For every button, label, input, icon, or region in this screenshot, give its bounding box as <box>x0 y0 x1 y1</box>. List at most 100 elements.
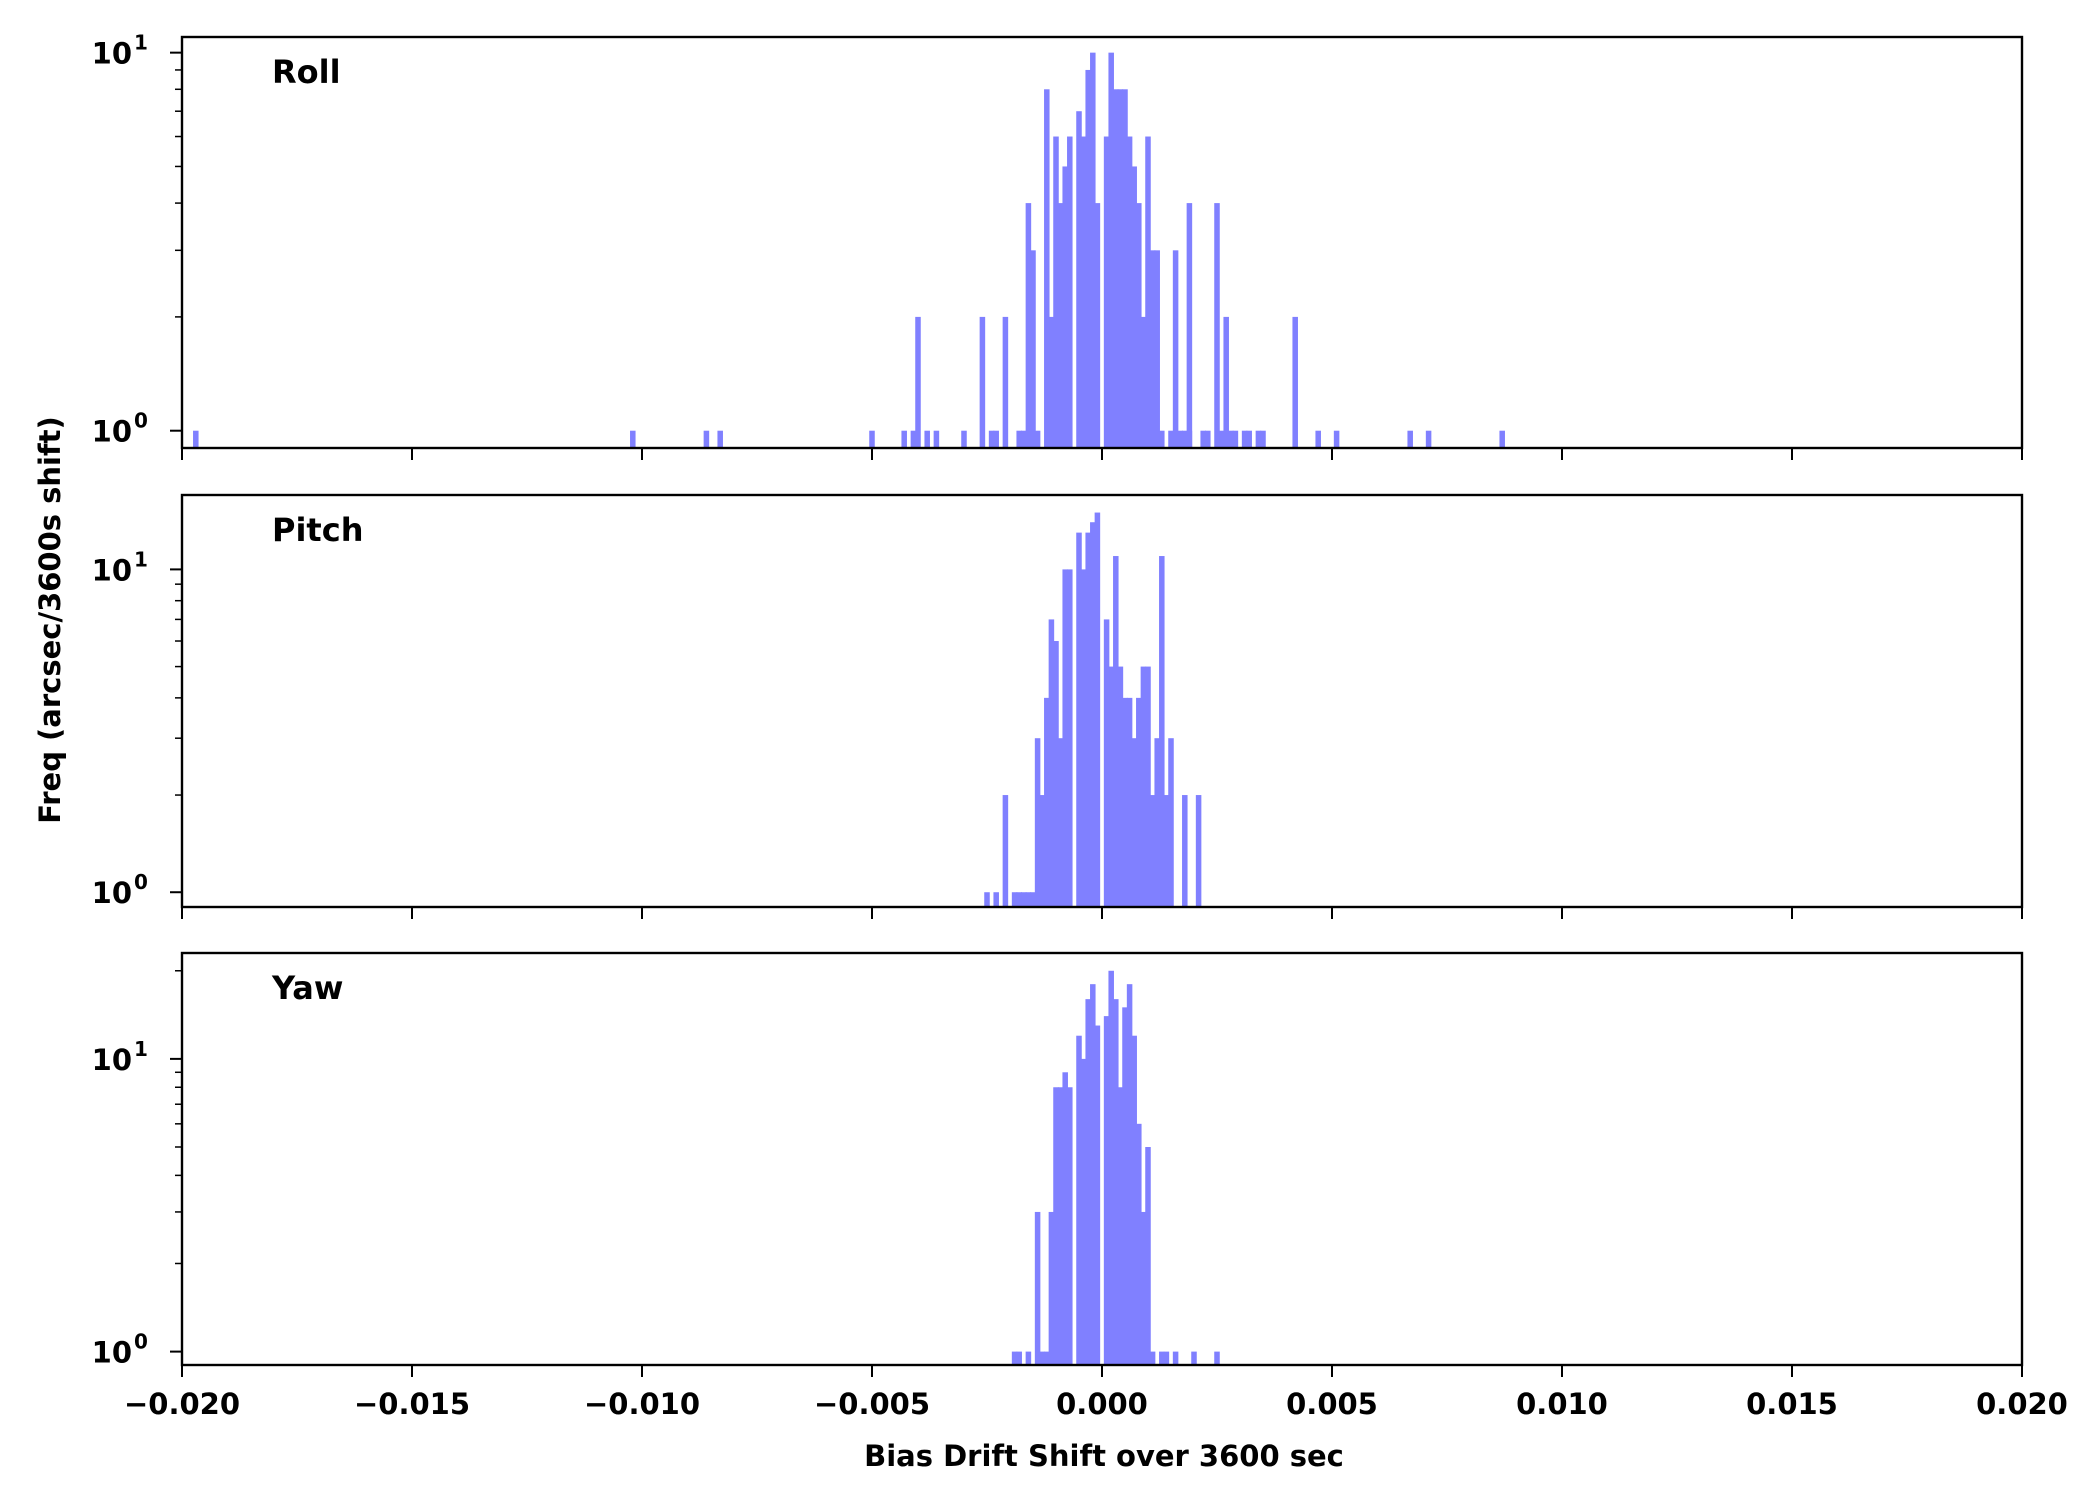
x-tick-label: −0.020 <box>124 1387 240 1421</box>
x-tick-label: −0.005 <box>814 1387 930 1421</box>
histogram-bar <box>1057 1087 1064 1365</box>
histogram-bar <box>1333 430 1340 448</box>
histogram-bar <box>1159 1351 1165 1365</box>
histogram-bar <box>1172 250 1179 448</box>
histogram-bar <box>1076 532 1082 907</box>
histogram-bar <box>1136 697 1142 907</box>
histogram-bar <box>1057 203 1064 448</box>
histogram-bar <box>717 430 723 448</box>
histogram-bar <box>993 430 999 448</box>
histogram-bar <box>1002 316 1009 448</box>
histogram-bar <box>1062 569 1068 907</box>
histogram-bar <box>1149 795 1156 907</box>
histogram-bar <box>1025 203 1032 448</box>
histogram-bar <box>988 430 995 448</box>
histogram-bar <box>984 892 990 907</box>
x-tick-label: 0.015 <box>1746 1387 1838 1421</box>
histogram-bar <box>1136 203 1142 448</box>
histogram-bar <box>1053 641 1059 907</box>
histogram-bar <box>1163 795 1170 907</box>
histogram-bar <box>1044 1351 1050 1365</box>
histogram-bar <box>1154 738 1160 907</box>
histogram-bar <box>1021 892 1027 907</box>
histogram-bar <box>1108 52 1114 448</box>
histogram-bar <box>1407 430 1413 448</box>
histogram-bar <box>193 430 199 448</box>
histogram-bar <box>1122 697 1128 907</box>
histogram-bar <box>1094 203 1101 448</box>
x-tick-label: 0.005 <box>1286 1387 1378 1421</box>
histogram-bar <box>1030 250 1036 448</box>
histogram-bar <box>1140 1211 1147 1365</box>
histogram-bar <box>1076 1035 1082 1365</box>
histogram-bar <box>1315 430 1321 448</box>
histogram-bar <box>1067 136 1073 449</box>
histogram-bar <box>933 430 940 448</box>
histogram-bar <box>1195 795 1202 907</box>
histogram-bar <box>1131 1035 1137 1365</box>
panel-label: Roll <box>272 53 341 91</box>
y-tick-exponent: 0 <box>134 409 148 433</box>
histogram-bar <box>1159 556 1165 907</box>
histogram-bar <box>1085 69 1091 448</box>
y-tick-label: 10 <box>92 876 132 910</box>
histogram-bar <box>1292 316 1298 448</box>
histogram-bar <box>1260 430 1266 448</box>
y-tick-exponent: 1 <box>134 1037 148 1061</box>
x-tick-label: −0.015 <box>354 1387 470 1421</box>
y-tick-label: 10 <box>92 553 132 587</box>
histogram-bar <box>1154 250 1160 448</box>
histogram-bar <box>1425 430 1432 448</box>
histogram-bar <box>1172 1351 1179 1365</box>
y-axis-label: Freq (arcsec/3600s shift) <box>33 416 67 823</box>
histogram-bar <box>1113 999 1119 1365</box>
histogram-bar <box>915 316 921 448</box>
axes-frame <box>180 951 2024 1367</box>
histogram-bar <box>1113 89 1119 448</box>
histogram-bar <box>1117 1087 1124 1365</box>
histogram-bar <box>1016 1351 1022 1365</box>
histogram-bar <box>1053 136 1059 449</box>
histogram-bar <box>1246 430 1252 448</box>
histogram-bar <box>1103 1016 1110 1365</box>
histogram-bar <box>1048 316 1055 448</box>
histogram-bar <box>1191 1351 1197 1365</box>
histogram-bar <box>1163 1351 1170 1365</box>
histogram-bar <box>910 430 917 448</box>
y-tick-label: 10 <box>92 415 132 449</box>
histogram-bar <box>1094 1025 1101 1365</box>
x-tick-label: −0.010 <box>584 1387 700 1421</box>
y-tick-label: 10 <box>92 37 132 71</box>
y-tick-exponent: 1 <box>134 31 148 55</box>
y-tick-exponent: 1 <box>134 547 148 571</box>
histogram-bar <box>1145 1147 1151 1365</box>
histogram-bar <box>1182 430 1188 448</box>
histogram-bar <box>1149 1351 1156 1365</box>
histogram-bar <box>1145 136 1151 449</box>
histogram-bar <box>1039 795 1045 907</box>
histogram-bar <box>1200 430 1206 448</box>
histogram-bar <box>1057 738 1064 907</box>
histogram-bar <box>1117 666 1124 907</box>
histogram-bar <box>1053 1087 1059 1365</box>
histogram-bar <box>1228 430 1234 448</box>
histogram-bar <box>1048 619 1055 907</box>
histogram-bar <box>1011 892 1018 907</box>
histogram-bar <box>1186 203 1193 448</box>
histogram-bar <box>1117 89 1124 448</box>
histogram-bar <box>1016 430 1022 448</box>
histogram-bar <box>1034 738 1041 907</box>
histogram-bar <box>1067 1087 1073 1365</box>
histogram-bar <box>1126 984 1133 1365</box>
histogram-bar <box>1131 738 1137 907</box>
histogram-bar <box>1145 666 1151 907</box>
histogram-bar <box>1168 430 1174 448</box>
histogram-bar <box>961 430 967 448</box>
histogram-bar <box>1090 522 1096 907</box>
histogram-bar <box>1090 984 1096 1365</box>
histogram-bar <box>1223 316 1229 448</box>
